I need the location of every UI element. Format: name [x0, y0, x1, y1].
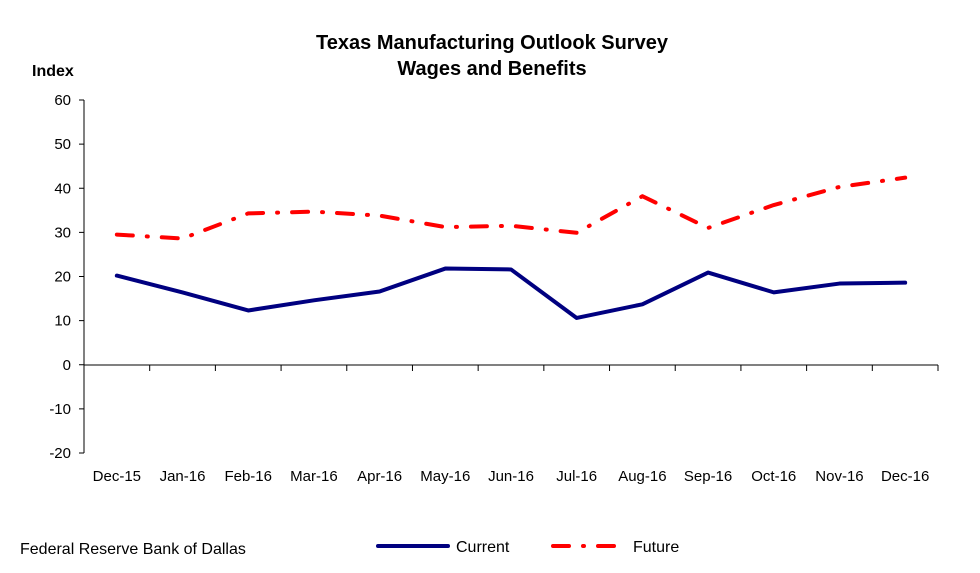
- series-line-future: [114, 175, 908, 241]
- x-tick-label: May-16: [420, 468, 470, 485]
- legend-label-future: Future: [633, 539, 679, 556]
- x-tick-label: Dec-15: [93, 468, 141, 485]
- x-tick-label: Feb-16: [224, 468, 272, 485]
- x-tick-label: Nov-16: [815, 468, 863, 485]
- x-tick-label: Apr-16: [357, 468, 402, 485]
- y-tick-label: -10: [49, 401, 71, 418]
- y-tick-label: 10: [54, 313, 71, 330]
- y-tick-label: 60: [54, 92, 71, 109]
- y-tick-label: 40: [54, 180, 71, 197]
- x-tick-label: Sep-16: [684, 468, 732, 485]
- x-tick-label: Jul-16: [556, 468, 597, 485]
- chart-subtitle: Wages and Benefits: [397, 58, 586, 80]
- y-tick-label: 20: [54, 269, 71, 286]
- x-tick-label: Oct-16: [751, 468, 796, 485]
- series-line-current: [114, 266, 908, 320]
- x-tick-label: Dec-16: [881, 468, 929, 485]
- y-tick-label: -20: [49, 445, 71, 462]
- series-layer: [114, 175, 908, 320]
- chart-title: Texas Manufacturing Outlook Survey: [316, 32, 669, 54]
- x-tick-label: Jun-16: [488, 468, 534, 485]
- x-tick-label: Mar-16: [290, 468, 338, 485]
- legend: Current Future: [376, 539, 679, 556]
- x-tick-label: Aug-16: [618, 468, 666, 485]
- y-tick-label: 30: [54, 224, 71, 241]
- source-note: Federal Reserve Bank of Dallas: [20, 541, 246, 558]
- axes: -20 -10 0 10 20 30 40 50 60 Dec-15 Jan-16 Feb-16 Mar…: [49, 92, 939, 485]
- x-tick-label: Jan-16: [160, 468, 206, 485]
- y-axis-label: Index: [32, 63, 74, 80]
- y-tick-label: 0: [63, 357, 71, 374]
- legend-label-current: Current: [456, 539, 510, 556]
- y-tick-label: 50: [54, 136, 71, 153]
